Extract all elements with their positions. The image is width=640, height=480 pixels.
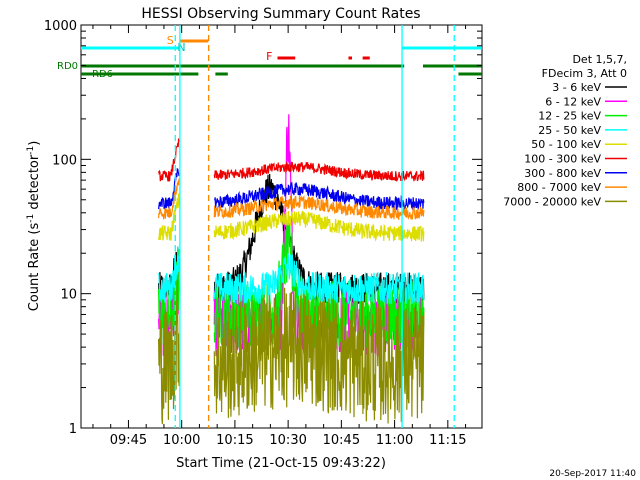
legend-entry-label: 25 - 50 keV — [538, 124, 601, 137]
y-tick-label: 1 — [69, 422, 77, 437]
y-tick-label: 1000 — [44, 19, 77, 34]
legend-entry-label: 7000 - 20000 keV — [503, 195, 601, 208]
series-layer — [158, 114, 425, 425]
rd0-flag-label: RD0 — [57, 61, 78, 72]
series-line — [213, 195, 425, 221]
flag-layer: SN F RD0 RD6 — [57, 34, 482, 80]
series-line — [213, 210, 425, 242]
series-line — [213, 287, 425, 424]
series-line — [158, 279, 180, 425]
y-axis-label-sup2: -1 — [26, 146, 36, 155]
legend-entry-label: 3 - 6 keV — [552, 81, 601, 94]
footer-date-stamp: 20-Sep-2017 11:40 — [549, 469, 636, 479]
x-tick-label: 10:15 — [216, 433, 253, 448]
series-line — [214, 181, 425, 212]
y-tick-label: 10 — [60, 288, 77, 303]
y-axis-label-sup1: -1 — [26, 214, 36, 223]
x-tick-label: 10:45 — [323, 433, 360, 448]
y-axis-label: Count Rate (s-1 detector-1) — [26, 141, 42, 312]
legend-header-detectors: Det 1,5,7, — [572, 53, 627, 66]
legend-header-decimation: FDecim 3, Att 0 — [542, 67, 627, 80]
x-axis-label: Start Time (21-Oct-15 09:43:22) — [176, 456, 386, 471]
y-axis-label-end: ) — [27, 141, 42, 146]
x-tick-label: 10:30 — [269, 433, 306, 448]
x-tick-label: 11:00 — [376, 433, 413, 448]
legend-entry-label: 800 - 7000 keV — [517, 181, 601, 194]
series-line — [213, 161, 425, 182]
y-tick-label: 100 — [52, 153, 77, 168]
x-tick-label: 11:15 — [429, 433, 466, 448]
chart-title: HESSI Observing Summary Count Rates — [141, 6, 420, 22]
flare-flag-label: F — [266, 50, 272, 63]
legend-entry-label: 100 - 300 keV — [524, 153, 601, 166]
y-axis-label-main: Count Rate (s — [27, 223, 42, 312]
vline-layer — [174, 25, 455, 428]
series-line — [213, 253, 425, 305]
legend-entry-label: 300 - 800 keV — [524, 167, 601, 180]
y-axis-label-mid: detector — [27, 154, 42, 214]
attenuator-flag-label: S — [167, 34, 174, 47]
plot-frame — [80, 24, 483, 429]
saa-flag-label: N — [177, 41, 185, 54]
legend-entry-label: 12 - 25 keV — [538, 110, 601, 123]
x-tick-label: 10:00 — [163, 433, 200, 448]
legend-entry-label: 50 - 100 keV — [531, 138, 601, 151]
x-tick-label: 09:45 — [110, 433, 147, 448]
rd6-flag-label: RD6 — [92, 69, 113, 80]
legend-entry-label: 6 - 12 keV — [545, 95, 601, 108]
axis-layer: 09:45 10:00 10:15 10:30 10:45 11:00 11:15 1 10 10… — [44, 19, 482, 448]
